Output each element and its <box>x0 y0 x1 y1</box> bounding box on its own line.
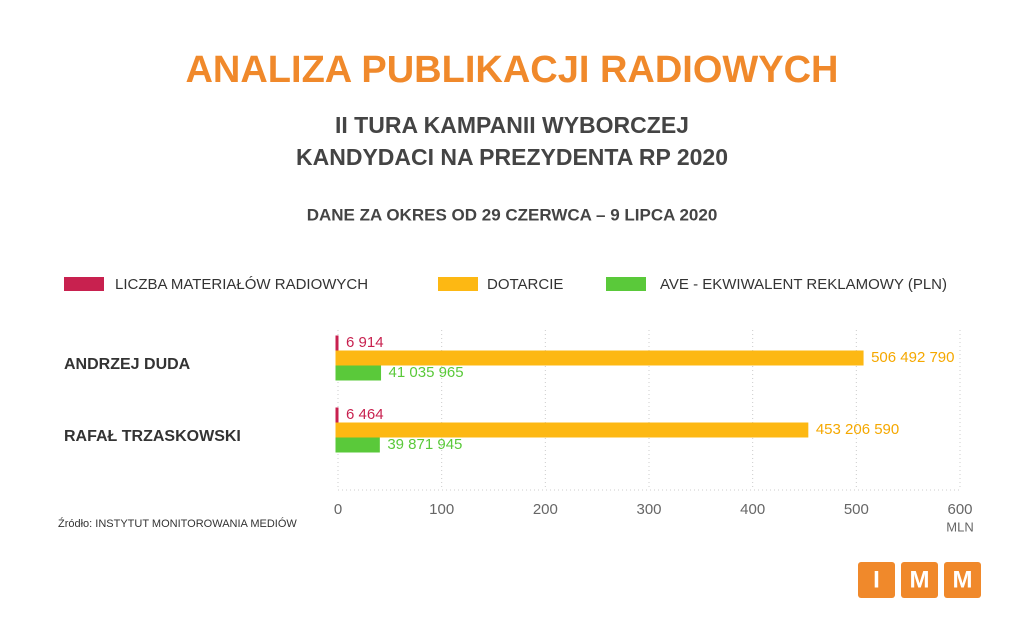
bar <box>335 350 864 366</box>
x-tick-label: 100 <box>429 501 454 518</box>
legend-label: DOTARCIE <box>487 276 563 293</box>
logo-box <box>901 562 938 598</box>
logo-letter: M <box>910 566 930 593</box>
bar <box>335 365 382 381</box>
x-tick-label: 400 <box>740 501 765 518</box>
chart-subtitle: II TURA KAMPANII WYBORCZEJ <box>335 112 689 138</box>
chart-subtitle: KANDYDACI NA PREZYDENTA RP 2020 <box>296 144 728 170</box>
chart-title: ANALIZA PUBLIKACJI RADIOWYCH <box>185 49 838 91</box>
period: DANE ZA OKRES OD 29 CZERWCA – 9 LIPCA 20… <box>307 205 718 224</box>
legend-label: AVE - EKWIWALENT REKLAMOWY (PLN) <box>660 276 947 293</box>
legend-swatch <box>606 277 646 291</box>
logo-box <box>858 562 895 598</box>
value-label: 6 464 <box>346 406 384 423</box>
bar <box>335 407 339 423</box>
logo-letter: M <box>953 566 973 593</box>
category-label: RAFAŁ TRZASKOWSKI <box>64 428 241 445</box>
logo-box <box>944 562 981 598</box>
x-tick-label: 300 <box>636 501 661 518</box>
bar <box>335 422 809 438</box>
legend-label: LICZBA MATERIAŁÓW RADIOWYCH <box>115 276 368 293</box>
value-label: 39 871 945 <box>387 436 462 453</box>
value-label: 6 914 <box>346 334 384 351</box>
x-tick-label: 200 <box>533 501 558 518</box>
x-tick-label: 600 <box>947 501 972 518</box>
x-axis-unit: MLN <box>946 519 973 534</box>
x-tick-label: 0 <box>334 501 342 518</box>
category-label: ANDRZEJ DUDA <box>64 356 191 373</box>
x-tick-label: 500 <box>844 501 869 518</box>
source: Źródło: INSTYTUT MONITOROWANIA MEDIÓW <box>58 517 297 530</box>
bar <box>335 335 339 351</box>
value-label: 453 206 590 <box>816 421 899 438</box>
value-label: 41 035 965 <box>389 364 464 381</box>
legend-swatch <box>64 277 104 291</box>
value-label: 506 492 790 <box>871 349 954 366</box>
bar <box>335 437 380 453</box>
logo-letter: I <box>873 566 880 593</box>
legend-swatch <box>438 277 478 291</box>
